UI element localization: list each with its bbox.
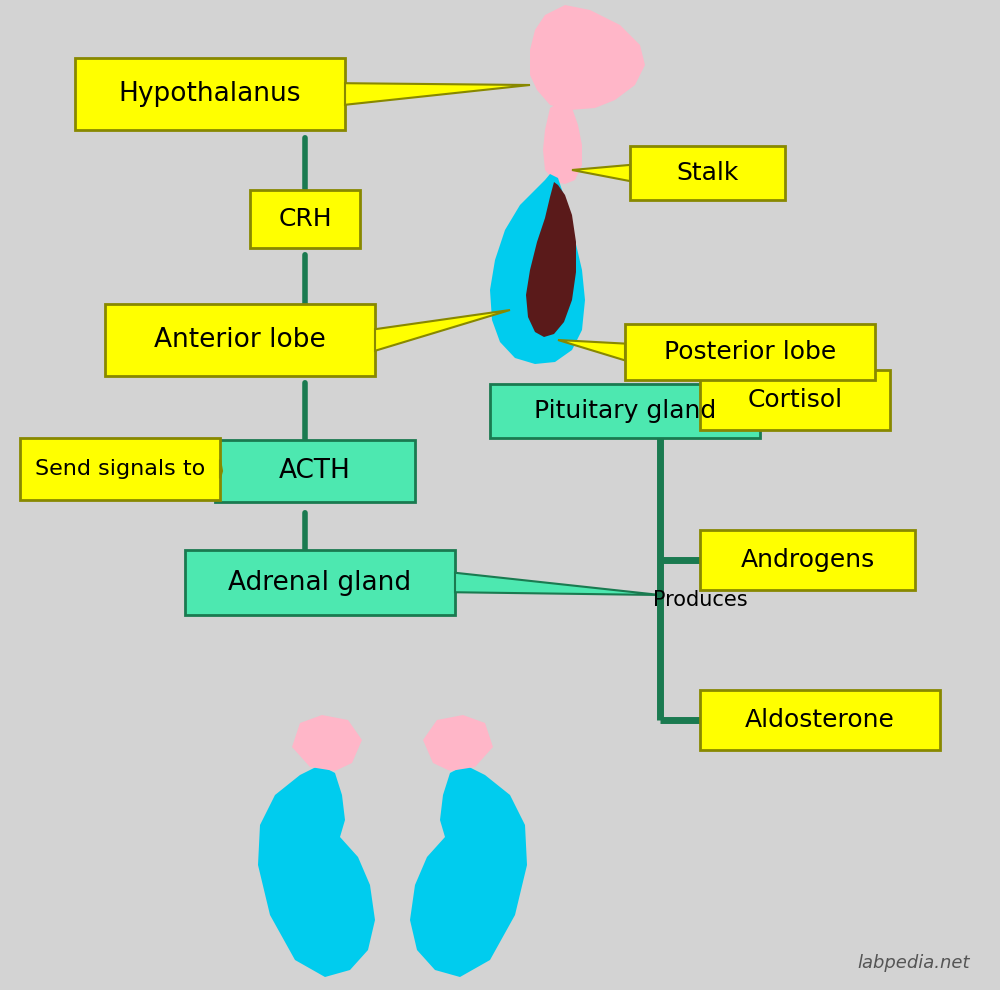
Text: labpedia.net: labpedia.net <box>858 954 970 972</box>
Polygon shape <box>423 715 493 771</box>
Polygon shape <box>258 765 375 977</box>
Text: Cortisol: Cortisol <box>747 388 843 412</box>
FancyBboxPatch shape <box>185 550 455 615</box>
Text: Androgens: Androgens <box>740 548 875 572</box>
Polygon shape <box>345 83 530 105</box>
Text: Aldosterone: Aldosterone <box>745 708 895 732</box>
Text: Produces: Produces <box>653 590 747 610</box>
FancyBboxPatch shape <box>75 58 345 130</box>
Text: Hypothalanus: Hypothalanus <box>119 81 301 107</box>
Polygon shape <box>530 5 645 110</box>
Polygon shape <box>490 174 585 364</box>
FancyBboxPatch shape <box>625 324 875 380</box>
Text: CRH: CRH <box>278 207 332 231</box>
FancyBboxPatch shape <box>20 438 220 500</box>
Text: Adrenal gland: Adrenal gland <box>228 569 412 596</box>
Polygon shape <box>572 165 630 181</box>
Polygon shape <box>526 182 576 337</box>
FancyBboxPatch shape <box>215 440 415 502</box>
Polygon shape <box>292 715 362 771</box>
Text: Send signals to: Send signals to <box>35 459 205 479</box>
Polygon shape <box>220 459 222 478</box>
FancyBboxPatch shape <box>490 384 760 438</box>
FancyBboxPatch shape <box>250 190 360 248</box>
FancyBboxPatch shape <box>700 530 915 590</box>
Text: Stalk: Stalk <box>676 161 739 185</box>
Text: Anterior lobe: Anterior lobe <box>154 327 326 353</box>
Polygon shape <box>558 340 625 360</box>
FancyBboxPatch shape <box>700 690 940 750</box>
Polygon shape <box>410 765 527 977</box>
Text: Posterior lobe: Posterior lobe <box>664 340 836 364</box>
Polygon shape <box>455 573 660 595</box>
FancyBboxPatch shape <box>700 370 890 430</box>
Text: Pituitary gland: Pituitary gland <box>534 399 716 423</box>
FancyBboxPatch shape <box>105 304 375 376</box>
Polygon shape <box>543 104 582 184</box>
Text: ACTH: ACTH <box>279 458 351 484</box>
FancyBboxPatch shape <box>630 146 785 200</box>
Polygon shape <box>375 310 510 350</box>
